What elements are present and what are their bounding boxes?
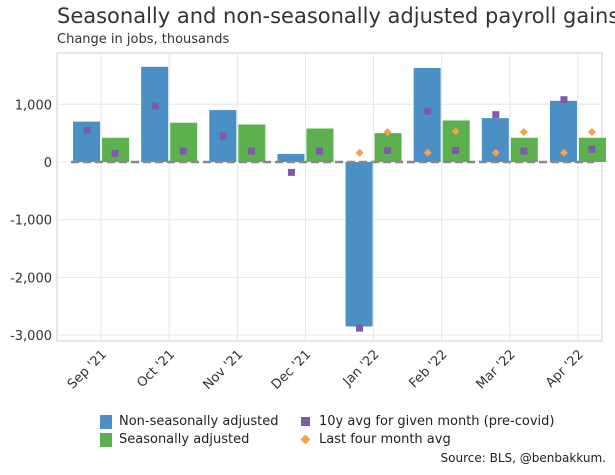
marker-10y-avg-sa	[520, 147, 528, 155]
marker-last4-nsa	[491, 148, 500, 157]
y-tick-label: 0	[44, 156, 52, 171]
bar-sa	[442, 120, 470, 162]
x-tick-label: Apr '22	[543, 347, 587, 391]
marker-last4-sa	[587, 127, 596, 136]
marker-10y-avg-nsa	[219, 132, 227, 140]
y-tick-label: -1,000	[10, 214, 52, 229]
marker-last4-sa	[519, 127, 528, 136]
legend-swatch-nsa	[100, 415, 112, 429]
chart-subtitle: Change in jobs, thousands	[57, 32, 230, 47]
marker-10y-avg-nsa	[83, 126, 91, 134]
marker-10y-avg-nsa	[356, 324, 364, 332]
legend-label-last4: Last four month avg	[319, 432, 451, 447]
bar-nsa	[141, 66, 169, 162]
y-tick-label: -3,000	[10, 329, 52, 344]
marker-10y-avg-sa	[315, 147, 323, 155]
legend-label-nsa: Non-seasonally adjusted	[119, 414, 279, 429]
marker-last4-sa	[451, 127, 460, 136]
bar-sa	[306, 128, 334, 162]
marker-last4-nsa	[355, 148, 364, 157]
x-tick-label: Oct '21	[134, 347, 178, 391]
marker-10y-avg-sa	[111, 149, 119, 157]
y-tick-label: 1,000	[15, 98, 52, 113]
marker-10y-avg-sa	[179, 147, 187, 155]
legend-swatch-sa	[100, 433, 112, 447]
legend-label-10y-avg: 10y avg for given month (pre-covid)	[319, 414, 555, 429]
marker-last4-sa	[383, 127, 392, 136]
marker-10y-avg-nsa	[151, 102, 159, 110]
legend-label-sa: Seasonally adjusted	[119, 432, 250, 447]
source-note: Source: BLS, @benbakkum.	[440, 451, 606, 465]
marker-10y-avg-sa	[384, 146, 392, 154]
x-tick-label: Dec '21	[269, 347, 315, 393]
x-tick-label: Feb '22	[406, 347, 450, 391]
bar-nsa	[413, 67, 441, 162]
y-tick-label: -2,000	[10, 271, 52, 286]
bar-sa	[170, 122, 198, 162]
x-tick-label: Mar '22	[474, 347, 519, 392]
x-tick-label: Sep '21	[65, 347, 110, 392]
marker-10y-avg-sa	[588, 145, 596, 153]
marker-10y-avg-nsa	[492, 111, 500, 119]
marker-10y-avg-sa	[452, 146, 460, 154]
plot-frame	[56, 52, 603, 342]
bar-nsa	[277, 153, 305, 162]
legend-square-marker-icon	[301, 417, 310, 426]
chart-title: Seasonally and non-seasonally adjusted p…	[57, 4, 615, 28]
x-tick-label: Jan '22	[340, 347, 383, 390]
marker-10y-avg-sa	[247, 147, 255, 155]
marker-10y-avg-nsa	[560, 96, 568, 104]
marker-last4-nsa	[559, 148, 568, 157]
bar-sa	[238, 124, 266, 162]
x-tick-label: Nov '21	[200, 347, 246, 393]
bar-nsa	[345, 162, 373, 327]
marker-last4-nsa	[423, 148, 432, 157]
marker-10y-avg-nsa	[424, 107, 432, 115]
marker-10y-avg-nsa	[287, 168, 295, 176]
